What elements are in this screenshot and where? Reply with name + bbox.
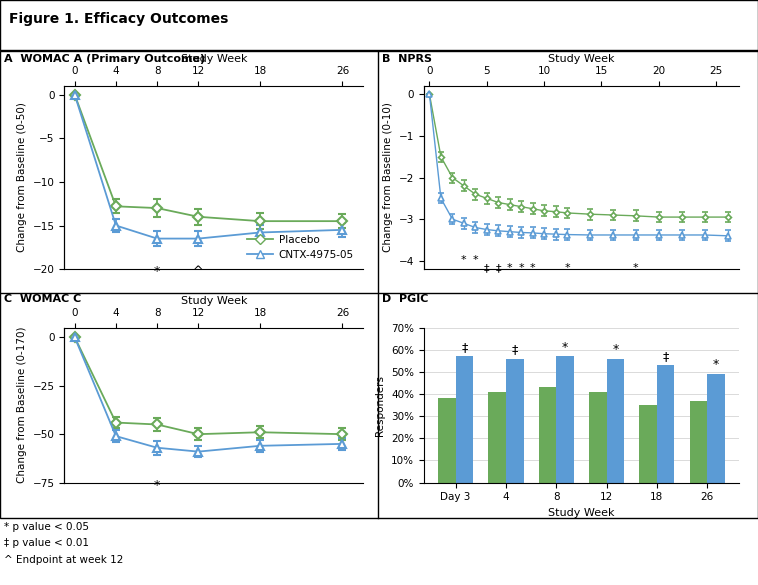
Bar [539,387,556,483]
Text: *: * [507,263,512,273]
Text: *: * [461,254,467,264]
Y-axis label: Change from Baseline (0-10): Change from Baseline (0-10) [383,102,393,253]
Bar [556,356,574,483]
Text: ‡ p value < 0.01: ‡ p value < 0.01 [4,538,89,548]
Bar [438,398,456,483]
Bar [506,359,524,483]
Text: ^ Endpoint at week 12: ^ Endpoint at week 12 [4,555,123,565]
Text: *: * [612,343,619,356]
X-axis label: Study Week: Study Week [548,54,615,64]
Bar [657,365,675,483]
Text: *: * [564,263,570,273]
Bar [488,392,506,483]
Text: ‡: ‡ [484,263,490,273]
Bar [690,401,707,483]
Text: Figure 1. Efficacy Outcomes: Figure 1. Efficacy Outcomes [9,12,228,26]
Text: ‡: ‡ [662,350,669,363]
Text: *: * [518,263,524,273]
Text: *: * [154,479,160,492]
Y-axis label: Change from Baseline (0-50): Change from Baseline (0-50) [17,102,27,253]
Bar [639,405,657,483]
Text: B  NPRS: B NPRS [382,54,432,64]
Y-axis label: Responders: Responders [375,374,386,436]
Text: *: * [713,359,719,371]
Text: *: * [154,265,160,278]
Text: *: * [562,340,568,354]
X-axis label: Study Week: Study Week [180,54,247,64]
Text: D  PGIC: D PGIC [382,294,428,304]
Text: *: * [472,254,478,264]
Text: ‡: ‡ [462,340,468,354]
X-axis label: Study Week: Study Week [548,508,615,518]
Legend: Placebo, CNTX-4975-05: Placebo, CNTX-4975-05 [243,230,358,264]
Text: ‡: ‡ [512,343,518,356]
Text: C  WOMAC C: C WOMAC C [4,294,81,304]
X-axis label: Study Week: Study Week [180,295,247,306]
Bar [589,392,606,483]
Text: A  WOMAC A (Primary Outcome): A WOMAC A (Primary Outcome) [4,54,205,64]
Bar [456,356,473,483]
Text: ‡: ‡ [496,263,501,273]
Text: *: * [633,263,639,273]
Text: *: * [530,263,535,273]
Y-axis label: Change from Baseline (0-170): Change from Baseline (0-170) [17,327,27,483]
Bar [606,359,624,483]
Bar [707,374,725,483]
Text: * p value < 0.05: * p value < 0.05 [4,522,89,532]
Text: ^: ^ [193,265,204,278]
